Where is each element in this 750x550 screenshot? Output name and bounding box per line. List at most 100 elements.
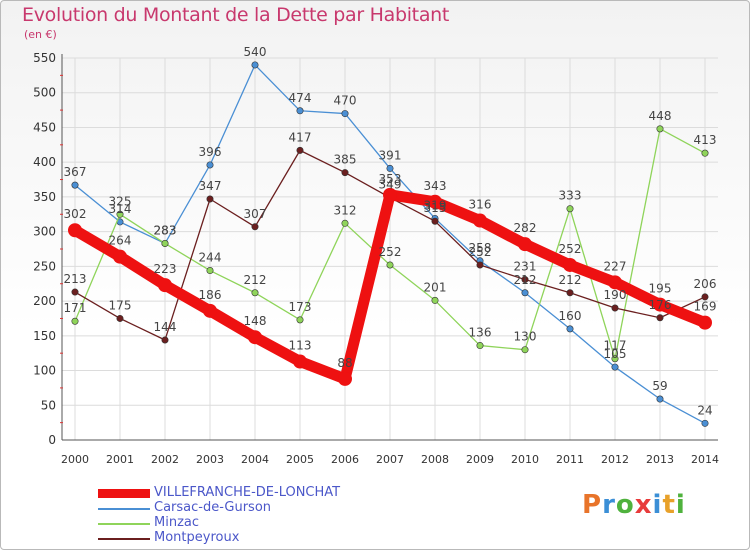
data-label-minzac: 212 (244, 273, 267, 287)
x-tick-label: 2003 (196, 453, 224, 466)
data-label-carsac-de-gurson: 314 (109, 202, 132, 216)
y-tick-label: 400 (33, 155, 56, 169)
y-tick-label: 100 (33, 364, 56, 378)
unit-label: (en €) (24, 28, 57, 41)
x-tick-label: 2002 (151, 453, 179, 466)
data-label-villefranche-de-lonchat: 88 (337, 356, 352, 370)
data-point-montpeyroux (296, 146, 304, 154)
data-point-villefranche-de-lonchat (338, 371, 352, 386)
y-tick-label: 500 (33, 86, 56, 100)
data-label-carsac-de-gurson: 396 (199, 145, 222, 159)
data-label-villefranche-de-lonchat: 343 (424, 179, 447, 193)
data-label-minzac: 201 (424, 280, 447, 294)
legend-swatch (98, 523, 150, 525)
data-label-montpeyroux: 175 (109, 298, 132, 312)
data-label-villefranche-de-lonchat: 353 (379, 172, 402, 186)
data-label-montpeyroux: 190 (604, 288, 627, 302)
data-point-minzac (701, 149, 709, 157)
data-point-villefranche-de-lonchat (203, 303, 217, 318)
data-point-minzac (386, 261, 394, 269)
data-point-montpeyroux (611, 304, 619, 312)
data-point-villefranche-de-lonchat (428, 194, 442, 209)
data-label-minzac: 413 (694, 133, 717, 147)
data-label-montpeyroux: 349 (379, 178, 402, 192)
data-point-villefranche-de-lonchat (653, 297, 667, 312)
data-point-montpeyroux (476, 261, 484, 269)
data-label-carsac-de-gurson: 283 (154, 223, 177, 237)
data-label-minzac: 117 (604, 339, 627, 353)
data-point-carsac-de-gurson (701, 419, 709, 427)
data-point-minzac (71, 317, 79, 325)
data-point-carsac-de-gurson (251, 61, 259, 69)
data-label-villefranche-de-lonchat: 264 (109, 234, 132, 248)
data-label-carsac-de-gurson: 258 (469, 241, 492, 255)
data-label-minzac: 325 (109, 194, 132, 208)
logo-letter: P (582, 490, 603, 520)
data-point-montpeyroux (161, 336, 169, 344)
legend-label: Minzac (154, 515, 200, 530)
data-label-villefranche-de-lonchat: 316 (469, 198, 492, 212)
data-point-carsac-de-gurson (386, 164, 394, 172)
x-tick-label: 2004 (241, 453, 269, 466)
data-label-minzac: 130 (514, 330, 537, 344)
data-point-carsac-de-gurson (296, 107, 304, 115)
data-label-montpeyroux: 176 (649, 298, 672, 312)
data-label-villefranche-de-lonchat: 113 (289, 339, 312, 353)
data-label-carsac-de-gurson: 540 (244, 45, 267, 59)
x-tick-label: 2000 (61, 453, 89, 466)
data-label-villefranche-de-lonchat: 195 (649, 282, 672, 296)
legend-item-carsac-de-gurson: Carsac-de-Gurson (98, 500, 398, 516)
chart-title: Evolution du Montant de la Dette par Hab… (22, 4, 450, 26)
y-tick-label: 450 (33, 120, 56, 134)
data-point-minzac (251, 289, 259, 297)
legend-swatch (98, 508, 150, 510)
logo-letter: i (675, 490, 686, 520)
y-tick-label: 200 (33, 294, 56, 308)
y-tick-label: 250 (33, 259, 56, 273)
data-point-minzac (161, 239, 169, 247)
data-point-villefranche-de-lonchat (698, 315, 712, 330)
x-tick-label: 2006 (331, 453, 359, 466)
data-point-montpeyroux (431, 217, 439, 225)
data-point-carsac-de-gurson (206, 161, 214, 169)
data-label-montpeyroux: 144 (154, 320, 177, 334)
data-point-minzac (476, 342, 484, 350)
data-point-villefranche-de-lonchat (608, 275, 622, 290)
x-tick-label: 2012 (601, 453, 629, 466)
y-tick-label: 300 (33, 225, 56, 239)
y-tick-label: 0 (48, 433, 56, 447)
data-label-villefranche-de-lonchat: 227 (604, 259, 627, 273)
logo-letter: o (615, 490, 635, 520)
data-label-minzac: 333 (559, 189, 582, 203)
data-point-montpeyroux (251, 223, 259, 231)
data-point-carsac-de-gurson (71, 181, 79, 189)
data-point-minzac (566, 205, 574, 213)
data-point-minzac (116, 210, 124, 218)
y-tick-label: 50 (41, 398, 56, 412)
data-label-minzac: 173 (289, 300, 312, 314)
data-label-minzac: 171 (64, 301, 87, 315)
data-point-carsac-de-gurson (341, 110, 349, 118)
data-label-montpeyroux: 315 (424, 201, 447, 215)
x-tick-label: 2010 (511, 453, 539, 466)
legend-swatch (98, 489, 150, 498)
data-label-carsac-de-gurson: 391 (379, 148, 402, 162)
data-point-villefranche-de-lonchat (518, 237, 532, 252)
data-label-carsac-de-gurson: 59 (652, 379, 667, 393)
logo-letter: r (602, 490, 616, 520)
logo-letter: t (662, 490, 676, 520)
data-point-montpeyroux (566, 289, 574, 297)
x-tick-label: 2001 (106, 453, 134, 466)
data-label-villefranche-de-lonchat: 223 (154, 262, 177, 276)
y-tick-label: 550 (33, 51, 56, 65)
y-tick-label: 350 (33, 190, 56, 204)
data-label-carsac-de-gurson: 470 (334, 94, 357, 108)
data-label-carsac-de-gurson: 319 (424, 198, 447, 212)
data-point-villefranche-de-lonchat (113, 249, 127, 264)
data-label-minzac: 312 (334, 203, 357, 217)
legend-swatch (98, 538, 150, 540)
data-label-carsac-de-gurson: 24 (697, 403, 712, 417)
data-point-carsac-de-gurson (566, 325, 574, 333)
legend-label: Montpeyroux (154, 530, 240, 545)
